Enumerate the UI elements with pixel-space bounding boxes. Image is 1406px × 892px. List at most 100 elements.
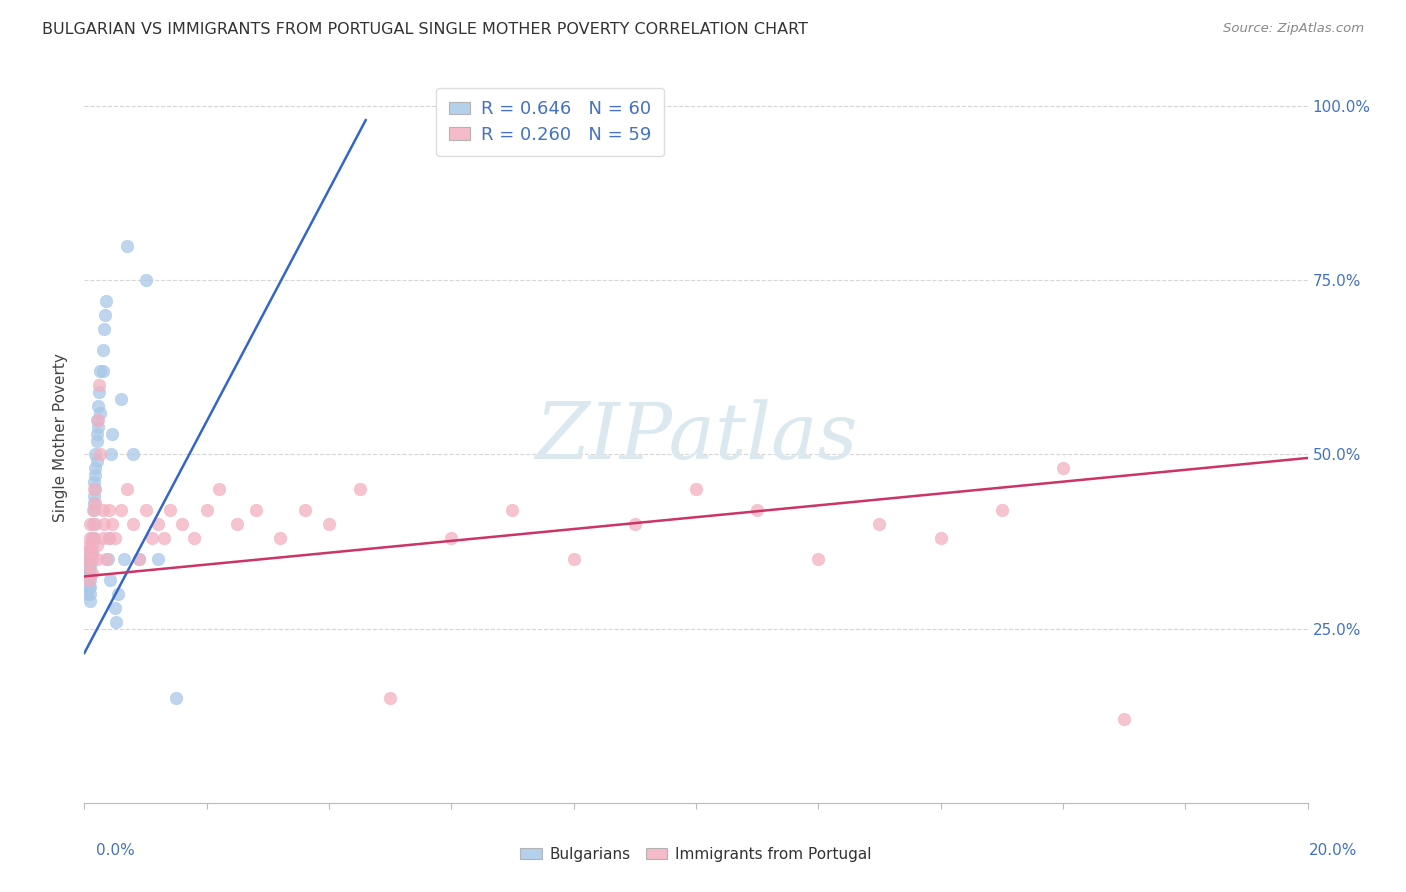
Point <box>77 545 100 559</box>
Point <box>128 552 150 566</box>
Point <box>91 364 114 378</box>
Point <box>76 545 98 559</box>
Point <box>86 412 108 426</box>
Point <box>76 587 98 601</box>
Point <box>77 566 100 580</box>
Point <box>89 448 111 462</box>
Point <box>165 691 187 706</box>
Point <box>1052 461 1074 475</box>
Point <box>440 531 463 545</box>
Point <box>84 496 107 510</box>
Legend: Bulgarians, Immigrants from Portugal: Bulgarians, Immigrants from Portugal <box>515 841 877 868</box>
Point <box>1114 712 1136 726</box>
Point <box>349 483 371 497</box>
Point <box>93 517 115 532</box>
Point <box>294 503 316 517</box>
Point <box>83 517 105 532</box>
Point <box>76 558 98 573</box>
Point <box>79 566 101 580</box>
Point <box>77 552 100 566</box>
Point <box>79 552 101 566</box>
Text: ZIPatlas: ZIPatlas <box>534 399 858 475</box>
Point <box>89 406 111 420</box>
Point <box>110 503 132 517</box>
Point <box>79 517 101 532</box>
Text: 20.0%: 20.0% <box>1309 843 1357 858</box>
Point <box>159 503 181 517</box>
Point <box>82 531 104 545</box>
Point <box>79 573 101 587</box>
Point <box>79 531 101 545</box>
Point <box>77 573 100 587</box>
Point <box>80 531 103 545</box>
Point <box>135 503 157 517</box>
Point <box>128 552 150 566</box>
Point <box>80 566 103 580</box>
Point <box>87 399 110 413</box>
Point <box>269 531 291 545</box>
Point <box>82 552 104 566</box>
Point <box>991 503 1014 517</box>
Point <box>141 531 163 545</box>
Point <box>153 531 176 545</box>
Point <box>82 538 104 552</box>
Point <box>86 552 108 566</box>
Point <box>146 552 169 566</box>
Point <box>79 558 101 573</box>
Point <box>380 691 402 706</box>
Point <box>195 503 218 517</box>
Point <box>79 580 101 594</box>
Point <box>83 483 105 497</box>
Point <box>91 531 114 545</box>
Point <box>86 454 108 468</box>
Point <box>747 503 769 517</box>
Point <box>83 496 105 510</box>
Point <box>97 531 120 545</box>
Point <box>115 483 138 497</box>
Point <box>79 594 101 608</box>
Point <box>112 552 135 566</box>
Point <box>87 412 110 426</box>
Point <box>82 517 104 532</box>
Point <box>77 580 100 594</box>
Point <box>82 545 104 559</box>
Point <box>87 384 110 399</box>
Point <box>76 573 98 587</box>
Point <box>86 426 108 441</box>
Point <box>77 538 100 552</box>
Point <box>94 308 117 322</box>
Text: Source: ZipAtlas.com: Source: ZipAtlas.com <box>1223 22 1364 36</box>
Point <box>87 377 110 392</box>
Point <box>77 566 100 580</box>
Point <box>226 517 249 532</box>
Point <box>83 475 105 490</box>
Point <box>77 558 100 573</box>
Point <box>79 552 101 566</box>
Point <box>86 434 108 448</box>
Point <box>83 503 105 517</box>
Point <box>105 615 128 629</box>
Point <box>100 448 122 462</box>
Point <box>80 545 103 559</box>
Y-axis label: Single Mother Poverty: Single Mother Poverty <box>53 352 69 522</box>
Point <box>318 517 340 532</box>
Point <box>172 517 194 532</box>
Point <box>183 531 205 545</box>
Point <box>624 517 647 532</box>
Text: 0.0%: 0.0% <box>96 843 135 858</box>
Point <box>122 517 145 532</box>
Point <box>562 552 585 566</box>
Point <box>86 538 108 552</box>
Point <box>96 294 118 309</box>
Point <box>685 483 707 497</box>
Point <box>89 364 111 378</box>
Point <box>208 483 231 497</box>
Point <box>91 343 114 357</box>
Point <box>104 600 127 615</box>
Point <box>101 426 124 441</box>
Point <box>807 552 830 566</box>
Point <box>135 273 157 287</box>
Point <box>87 419 110 434</box>
Point <box>97 531 120 545</box>
Point <box>101 517 124 532</box>
